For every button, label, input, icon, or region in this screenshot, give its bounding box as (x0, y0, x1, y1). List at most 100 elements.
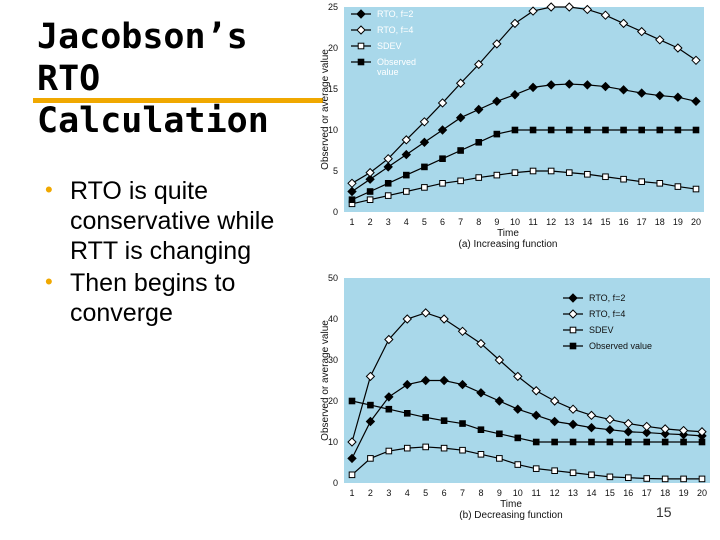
data-point (476, 338, 486, 349)
data-point (568, 404, 578, 414)
data-point (674, 183, 682, 190)
data-point (496, 430, 503, 438)
legend-marker (357, 42, 365, 50)
x-tick-label: 10 (513, 488, 523, 498)
data-point (673, 92, 683, 102)
x-tick-label: 20 (691, 217, 701, 227)
data-point (569, 438, 577, 446)
data-point (606, 438, 614, 446)
y-tick-label: 20 (328, 43, 338, 53)
data-point (494, 355, 505, 365)
data-point (510, 18, 520, 29)
data-point (420, 308, 431, 318)
x-tick-label: 1 (349, 488, 354, 498)
legend-marker (356, 25, 366, 35)
data-point (511, 126, 519, 134)
data-point (403, 188, 410, 195)
data-point (493, 130, 501, 138)
data-point (620, 126, 627, 134)
legend-marker (569, 326, 577, 334)
data-point (565, 169, 573, 176)
data-point (457, 177, 464, 185)
data-point (691, 55, 701, 66)
bullet-item: • RTO is quite conservative while RTT is… (45, 176, 315, 266)
data-point (439, 180, 446, 187)
x-tick-label: 9 (497, 488, 502, 498)
data-point (384, 192, 392, 199)
data-point (568, 419, 578, 430)
x-tick-label: 2 (368, 217, 373, 227)
data-point (655, 35, 665, 45)
x-axis-label: Time (497, 228, 519, 239)
data-point (367, 455, 374, 462)
title-line: RTO (37, 59, 101, 99)
data-point (642, 427, 652, 438)
data-point (529, 167, 537, 175)
data-point (347, 178, 357, 189)
data-point (437, 125, 448, 135)
bullet-dot-icon: • (45, 269, 53, 294)
x-tick-label: 14 (582, 217, 592, 227)
y-tick-label: 10 (328, 125, 338, 135)
data-point (564, 79, 574, 89)
data-point (564, 2, 574, 12)
x-tick-label: 16 (619, 217, 629, 227)
x-tick-label: 8 (478, 488, 483, 498)
data-point (584, 126, 591, 134)
data-point (474, 59, 484, 70)
series-observed-value (348, 397, 706, 446)
data-point (496, 455, 503, 462)
page-number: 15 (656, 504, 672, 520)
data-point (457, 379, 468, 390)
data-point (475, 139, 483, 146)
x-tick-label: 15 (600, 217, 610, 227)
data-point (492, 96, 502, 107)
x-tick-label: 11 (528, 217, 537, 227)
data-point (549, 396, 560, 406)
data-point (402, 379, 412, 390)
x-tick-label: 18 (660, 488, 670, 498)
bullet-text: RTO is quite conservative while RTT is c… (70, 177, 275, 265)
data-point (625, 474, 632, 481)
x-tick-label: 1 (349, 217, 354, 227)
x-tick-label: 13 (568, 488, 578, 498)
data-point (605, 414, 615, 425)
data-point (588, 438, 595, 446)
data-point (655, 90, 665, 101)
legend-label: RTO, f=2 (377, 9, 413, 19)
x-tick-label: 7 (460, 488, 465, 498)
series-sdev (348, 167, 700, 208)
x-tick-label: 2 (368, 488, 373, 498)
data-point (588, 471, 595, 479)
data-point (402, 314, 412, 324)
data-point (420, 375, 431, 386)
data-point (674, 126, 682, 134)
data-point (680, 475, 687, 483)
data-point (514, 434, 522, 442)
legend-label: RTO, f=2 (589, 293, 625, 303)
data-point (422, 443, 429, 451)
data-point (697, 427, 707, 437)
data-point (551, 467, 558, 474)
data-point (691, 96, 701, 107)
data-point (680, 438, 687, 446)
data-point (569, 469, 577, 477)
data-point (642, 421, 652, 432)
data-point (384, 180, 392, 187)
data-point (401, 135, 412, 145)
data-point (383, 162, 393, 172)
data-point (421, 163, 428, 171)
data-point (513, 371, 523, 382)
data-point (551, 438, 558, 446)
data-point (618, 18, 629, 29)
bullet-list: • RTO is quite conservative while RTT is… (45, 176, 315, 330)
data-point (419, 117, 430, 127)
chart-caption: (a) Increasing function (459, 239, 558, 250)
slide-title: Jacobson’s RTO Calculation (37, 16, 317, 142)
data-point (493, 171, 501, 179)
x-tick-label: 20 (697, 488, 707, 498)
series-rto-f-4 (347, 2, 701, 189)
y-tick-label: 15 (328, 84, 338, 94)
bullet-text: Then begins to converge (70, 269, 236, 327)
data-point (565, 126, 573, 134)
